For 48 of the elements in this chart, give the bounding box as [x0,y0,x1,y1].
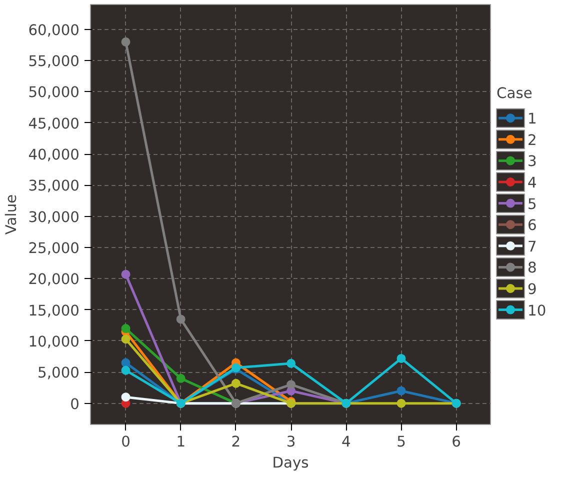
y-tick-label: 60,000 [28,22,80,39]
point [121,358,130,368]
y-tick-label: 45,000 [28,115,80,132]
legend-label: 1 [528,110,537,128]
legend-label: 6 [528,217,537,234]
y-tick-label: 15,000 [28,302,80,320]
y-tick-label: 55,000 [28,53,80,70]
legend-label: 9 [528,281,537,298]
y-tick-label: 0 [70,396,80,413]
point [121,37,130,46]
y-tick-label: 40,000 [28,146,80,164]
y-tick-label: 35,000 [28,178,80,195]
y-axis-title: Value [3,194,20,235]
legend-title: Case [496,84,532,102]
point [121,334,130,344]
x-tick-label: 5 [396,434,406,450]
x-tick-label: 0 [121,434,130,450]
legend-label: 5 [528,196,537,213]
point [176,314,186,324]
legend-label: 4 [528,174,537,192]
point [396,386,406,396]
y-tick-label: 30,000 [28,208,80,226]
y-tick-label: 50,000 [28,84,80,102]
point [176,374,186,383]
point [396,354,406,363]
x-tick-label: 2 [231,434,241,450]
y-tick-label: 25,000 [28,240,80,258]
y-tick-label: 20,000 [28,271,80,288]
legend-label: 2 [528,132,537,149]
x-tick-label: 4 [341,434,351,450]
x-axis-title: Days [272,454,309,472]
x-tick-label: 6 [452,434,462,450]
legend-label: 10 [528,302,546,320]
x-tick-label: 1 [176,434,186,450]
point [286,358,296,368]
point [121,324,130,334]
y-tick-label: 5,000 [38,364,80,382]
legend-label: 3 [528,153,537,170]
legend-label: 7 [528,238,537,256]
y-tick-label: 10,000 [28,334,80,350]
point [396,398,406,408]
point [231,378,240,388]
legend-label: 8 [528,260,537,277]
point [121,366,130,375]
point [121,392,130,402]
point [286,380,296,390]
point [121,270,130,279]
x-tick-label: 3 [286,434,296,450]
